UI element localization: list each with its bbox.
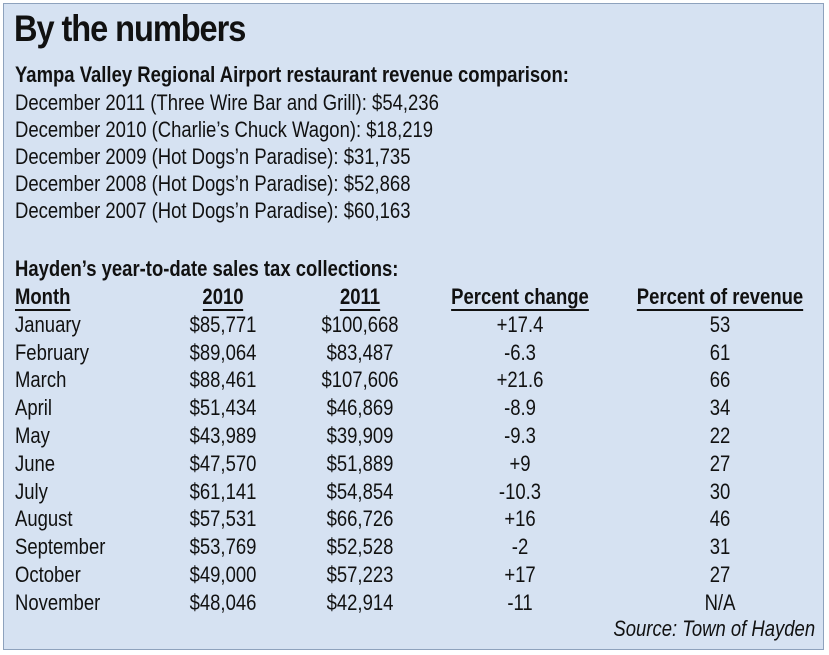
revenue-line: December 2007 (Hot Dogs’n Paradise): $60…: [15, 198, 411, 223]
cell-2011: $54,854: [326, 478, 394, 504]
cell-2010: $61,141: [189, 478, 257, 504]
cell-month: September: [15, 534, 106, 560]
table-row: August $57,531 $66,726 +16 46: [0, 506, 829, 534]
cell-percent-of-revenue: 66: [709, 367, 731, 393]
cell-2010: $53,769: [189, 534, 257, 560]
cell-month: August: [15, 506, 73, 532]
cell-percent-change: +17.4: [496, 311, 544, 337]
cell-month: October: [15, 561, 81, 587]
cell-2011: $39,909: [326, 422, 394, 448]
cell-2010: $48,046: [189, 589, 257, 615]
cell-percent-of-revenue: 27: [709, 561, 731, 587]
cell-month: February: [15, 339, 89, 365]
page-title: By the numbers: [14, 8, 246, 49]
cell-2010: $51,434: [189, 395, 257, 421]
cell-percent-of-revenue: 53: [709, 311, 731, 337]
cell-percent-of-revenue: N/A: [704, 589, 736, 615]
cell-month: June: [15, 450, 56, 476]
cell-2011: $46,869: [326, 395, 394, 421]
cell-month: March: [15, 367, 67, 393]
table-row: May $43,989 $39,909 -9.3 22: [0, 423, 829, 451]
cell-month: July: [15, 478, 48, 504]
table-body: January $85,771 $100,668 +17.4 53 February $89…: [0, 312, 829, 618]
revenue-heading: Yampa Valley Regional Airport restaurant…: [15, 62, 569, 87]
cell-2010: $88,461: [189, 367, 257, 393]
cell-2010: $57,531: [189, 506, 257, 532]
cell-percent-change: +9: [509, 450, 531, 476]
cell-2011: $52,528: [326, 534, 394, 560]
cell-percent-of-revenue: 61: [709, 339, 731, 365]
cell-percent-change: -2: [511, 534, 529, 560]
cell-percent-of-revenue: 34: [709, 395, 731, 421]
cell-percent-of-revenue: 27: [709, 450, 731, 476]
table-header-row: Month 2010 2011 Percent change Percent o…: [0, 284, 829, 312]
cell-percent-change: +17: [504, 561, 536, 587]
source-credit: Source: Town of Hayden: [613, 616, 815, 641]
infobox-panel: [3, 3, 824, 650]
cell-2010: $85,771: [189, 311, 257, 337]
revenue-line: December 2008 (Hot Dogs’n Paradise): $52…: [15, 171, 411, 196]
revenue-line: December 2010 (Charlie’s Chuck Wagon): $…: [15, 117, 434, 142]
cell-month: November: [15, 589, 101, 615]
table-row: January $85,771 $100,668 +17.4 53: [0, 312, 829, 340]
column-header-percent-of-revenue: Percent of revenue: [636, 284, 804, 311]
cell-percent-change: -6.3: [504, 339, 536, 365]
cell-percent-change: -10.3: [498, 478, 542, 504]
cell-percent-change: +16: [504, 506, 536, 532]
revenue-line: December 2009 (Hot Dogs’n Paradise): $31…: [15, 144, 411, 169]
table-row: March $88,461 $107,606 +21.6 66: [0, 367, 829, 395]
table-row: July $61,141 $54,854 -10.3 30: [0, 479, 829, 507]
cell-2011: $51,889: [326, 450, 394, 476]
table-row: April $51,434 $46,869 -8.9 34: [0, 395, 829, 423]
cell-2011: $57,223: [326, 561, 394, 587]
column-header-2010: 2010: [202, 284, 244, 311]
cell-2011: $66,726: [326, 506, 394, 532]
column-header-month: Month: [15, 284, 71, 311]
cell-percent-of-revenue: 46: [709, 506, 731, 532]
table-row: February $89,064 $83,487 -6.3 61: [0, 340, 829, 368]
cell-2010: $47,570: [189, 450, 257, 476]
cell-percent-change: -8.9: [504, 395, 536, 421]
cell-2011: $100,668: [321, 311, 399, 337]
cell-2011: $83,487: [326, 339, 394, 365]
table-row: October $49,000 $57,223 +17 27: [0, 562, 829, 590]
cell-percent-change: +21.6: [496, 367, 544, 393]
cell-month: April: [15, 395, 52, 421]
cell-2010: $89,064: [189, 339, 257, 365]
table-row: June $47,570 $51,889 +9 27: [0, 451, 829, 479]
revenue-line: December 2011 (Three Wire Bar and Grill)…: [15, 90, 439, 115]
cell-percent-of-revenue: 30: [709, 478, 731, 504]
cell-month: January: [15, 311, 81, 337]
column-header-2011: 2011: [339, 284, 381, 311]
cell-month: May: [15, 422, 50, 448]
cell-percent-change: -11: [507, 589, 533, 615]
sales-tax-heading: Hayden’s year-to-date sales tax collecti…: [15, 256, 399, 281]
cell-2010: $43,989: [189, 422, 257, 448]
cell-percent-of-revenue: 31: [709, 534, 731, 560]
sales-tax-table: Month 2010 2011 Percent change Percent o…: [0, 284, 829, 618]
cell-2010: $49,000: [189, 561, 257, 587]
cell-2011: $107,606: [321, 367, 399, 393]
cell-percent-of-revenue: 22: [709, 422, 731, 448]
table-row: September $53,769 $52,528 -2 31: [0, 534, 829, 562]
cell-percent-change: -9.3: [504, 422, 536, 448]
column-header-percent-change: Percent change: [451, 284, 589, 311]
table-row: November $48,046 $42,914 -11 N/A: [0, 590, 829, 618]
cell-2011: $42,914: [326, 589, 394, 615]
